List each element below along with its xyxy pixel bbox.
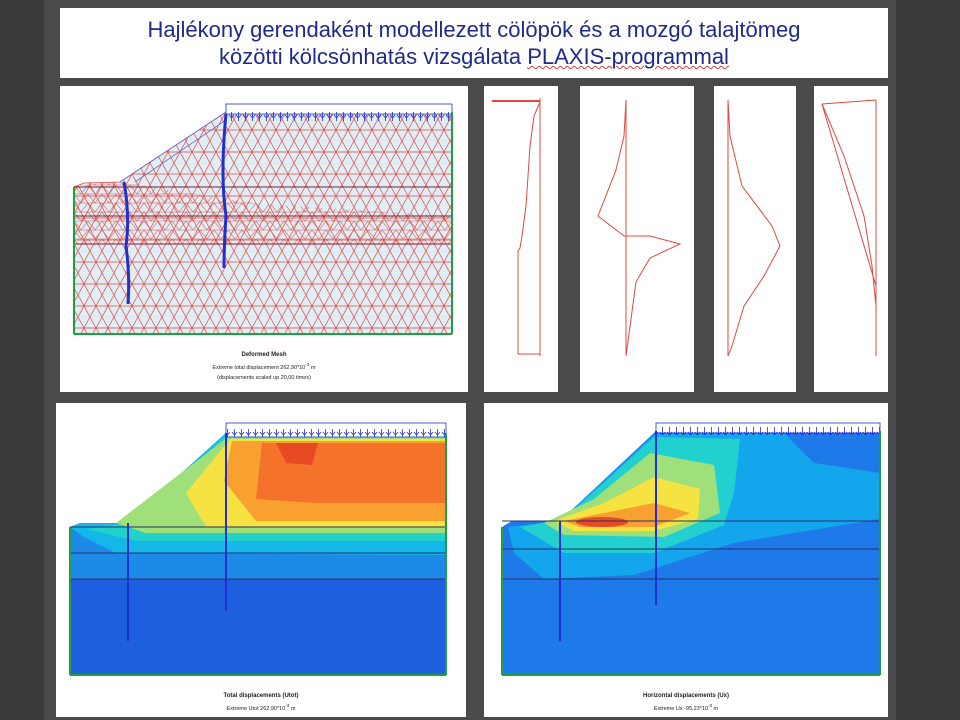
total-displacements-panel: Total displacements (Utot) Extreme Utot …	[56, 403, 466, 717]
horizontal-caption-unit: m	[712, 705, 719, 712]
title-plaxis-word: PLAXIS-programmal	[527, 44, 729, 69]
profile-chart-1	[492, 98, 541, 356]
profile-chart-2	[597, 99, 682, 357]
profile-panel-3	[714, 86, 796, 392]
profile-panel-2	[580, 86, 694, 392]
mesh-pile-right	[221, 113, 228, 269]
total-caption-line1: Extreme Utot 262,90*10-3 m	[56, 703, 466, 712]
title-line-1: Hajlékony gerendaként modellezett cölöpö…	[147, 17, 801, 42]
profile-panel-4	[814, 86, 888, 392]
mesh-caption-line2: (displacements scaled up 20,00 times)	[217, 375, 311, 381]
mesh-caption-title: Deformed Mesh	[241, 352, 287, 358]
left-dark-stripe	[0, 0, 44, 720]
horizontal-displacements-panel: Horizontal displacements (Ux) Extreme Ux…	[484, 403, 888, 717]
deformed-mesh-panel: Deformed Mesh Extreme total displacement…	[60, 86, 468, 392]
horizontal-caption-line1: Extreme Ux -95,23*10-3 m	[484, 703, 888, 712]
mesh-caption-line1: Extreme total displacement 262,90*10-3 m	[60, 362, 468, 371]
mesh-caption-unit: m	[309, 364, 316, 371]
deformed-mesh-figure	[73, 103, 453, 335]
horizontal-caption-title: Horizontal displacements (Ux)	[642, 693, 729, 699]
total-caption-unit: m	[289, 705, 296, 712]
mesh-dense-layer	[74, 182, 452, 244]
profile-panel-1	[484, 86, 558, 392]
horizontal-caption-exp: -3	[707, 703, 713, 708]
horizontal-caption-value: Extreme Ux -95,23*10	[653, 705, 708, 712]
horizontal-displacements-figure	[501, 422, 881, 676]
mesh-pile-left	[122, 181, 131, 305]
total-caption-value: Extreme Utot 262,90*10	[226, 705, 286, 712]
title-line-2: közötti kölcsönhatás vizsgálata PLAXIS-p…	[60, 43, 888, 70]
profile-chart-3	[727, 99, 781, 357]
mesh-caption-exp: -3	[305, 362, 310, 367]
slide-title-box: Hajlékony gerendaként modellezett cölöpö…	[60, 8, 888, 78]
right-dark-stripe	[896, 0, 960, 720]
total-displacements-figure	[69, 422, 447, 676]
mesh-caption-value: Extreme total displacement 262,90*10	[212, 364, 306, 371]
title-line-2-prefix: közötti kölcsönhatás vizsgálata	[219, 44, 528, 69]
total-caption-exp: -3	[285, 703, 290, 708]
profile-chart-4	[821, 99, 877, 356]
total-caption-title: Total displacements (Utot)	[223, 693, 299, 699]
